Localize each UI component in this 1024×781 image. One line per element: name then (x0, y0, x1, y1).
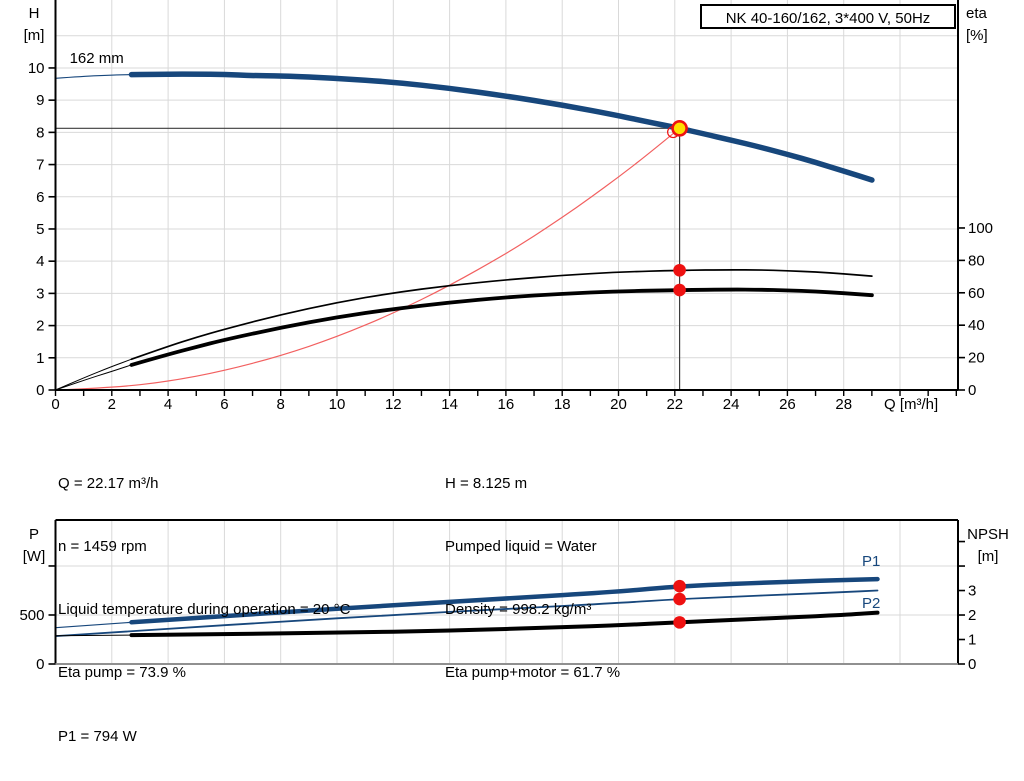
info-p1: P1 = 794 W (58, 728, 137, 745)
info-pumped-liquid: Pumped liquid = Water (445, 538, 597, 555)
left-tick-label: 1 (36, 350, 44, 367)
p-axis-unit: [W] (22, 548, 46, 565)
head-curve-162mm-lead (54, 74, 133, 79)
x-tick-label: 20 (610, 396, 627, 413)
right-axis-title-top-chart: eta [%] (966, 3, 1018, 47)
eta-pump-point (673, 263, 686, 277)
right-tick-label: 100 (968, 220, 993, 237)
left-tick-label: 0 (36, 656, 44, 673)
left-tick-label: 10 (28, 60, 45, 77)
left-tick-label: 4 (36, 253, 44, 270)
head-curve-162mm (128, 71, 875, 183)
x-tick-label: 16 (498, 396, 515, 413)
left-tick-label: 0 (36, 382, 44, 399)
x-tick-label: 14 (441, 396, 458, 413)
x-tick-label: 4 (164, 396, 172, 413)
right-tick-label: 0 (968, 656, 976, 673)
p2-power-curve (54, 589, 879, 637)
x-tick-label: 0 (51, 396, 59, 413)
p2-point (673, 592, 686, 606)
info-q: Q = 22.17 m³/h (58, 475, 159, 492)
npsh-axis-unit: [m] (977, 548, 999, 565)
info-eta-pump: Eta pump = 73.9 % (58, 664, 186, 681)
eta-pump-motor-curve-lead (55, 364, 132, 391)
npsh-curve (129, 610, 880, 638)
p1-power-curve-lead (54, 621, 133, 629)
left-axis-title-bottom-chart: P [W] (12, 524, 56, 568)
left-tick-label: 7 (36, 157, 44, 174)
impeller-diameter-label: 162 mm (70, 50, 124, 67)
x-tick-label: 24 (723, 396, 740, 413)
right-tick-label: 40 (968, 317, 985, 334)
left-tick-label: 9 (36, 92, 44, 109)
x-tick-label: 28 (835, 396, 852, 413)
h-axis-unit: [m] (23, 27, 45, 44)
x-tick-label: 12 (385, 396, 402, 413)
right-tick-label: 0 (968, 382, 976, 399)
left-tick-label: 6 (36, 189, 44, 206)
x-tick-label: 18 (554, 396, 571, 413)
left-tick-label: 5 (36, 221, 44, 238)
duty-info-left: Q = 22.17 m³/h n = 1459 rpm Liquid tempe… (58, 431, 350, 725)
h-axis-name: H (28, 5, 40, 22)
p2-curve-label: P2 (862, 595, 880, 612)
eta-axis-name: eta (966, 5, 987, 22)
duty-info-right: H = 8.125 m Pumped liquid = Water Densit… (445, 431, 620, 725)
npsh-axis-name: NPSH (967, 526, 1009, 543)
right-tick-label: 1 (968, 632, 976, 649)
p-axis-name: P (28, 526, 39, 543)
npsh-curve-lead (55, 634, 132, 637)
x-tick-label: 26 (779, 396, 796, 413)
p1-power-curve (129, 576, 880, 625)
info-eta-pump-motor: Eta pump+motor = 61.7 % (445, 664, 621, 681)
duty-point (671, 120, 688, 137)
system-curve (54, 127, 681, 391)
eta-pump-curve (130, 269, 873, 361)
x-tick-label: 6 (220, 396, 228, 413)
right-tick-label: 60 (968, 285, 985, 302)
info-liquid-temp: Liquid temperature during operation = 20… (58, 601, 351, 618)
left-tick-label: 500 (19, 607, 44, 624)
left-tick-label: 3 (36, 285, 44, 302)
p1-curve-label: P1 (862, 553, 880, 570)
power-info: P1 = 794 W P2 = 662.6 W NPSH = 1.7 m Max… (58, 684, 393, 781)
eta-pump-motor-point (673, 283, 686, 297)
q-axis-label: Q [m³/h] (884, 396, 939, 413)
x-tick-label: 10 (329, 396, 346, 413)
left-tick-label: 2 (36, 318, 44, 335)
info-head: H = 8.125 m (445, 475, 528, 492)
eta-pump-curve-lead (55, 358, 132, 391)
left-tick-label: 8 (36, 124, 44, 141)
x-tick-label: 22 (666, 396, 683, 413)
x-tick-label: 8 (277, 396, 285, 413)
eta-pump-motor-curve (129, 287, 874, 367)
p1-point (673, 579, 686, 593)
right-tick-label: 3 (968, 583, 976, 600)
right-tick-label: 2 (968, 607, 976, 624)
eta-axis-unit: [%] (966, 27, 988, 44)
right-axis-title-bottom-chart: NPSH [m] (958, 524, 1018, 568)
pump-title: NK 40-160/162, 3*400 V, 50Hz (725, 10, 931, 27)
info-speed: n = 1459 rpm (58, 538, 147, 555)
right-tick-label: 80 (968, 252, 985, 269)
x-tick-label: 2 (108, 396, 116, 413)
pump-title-box: NK 40-160/162, 3*400 V, 50Hz (700, 4, 956, 29)
left-axis-title-top-chart: H [m] (12, 3, 56, 47)
right-tick-label: 20 (968, 350, 985, 367)
npsh-point (673, 616, 686, 629)
info-density: Density = 998.2 kg/m³ (445, 601, 592, 618)
